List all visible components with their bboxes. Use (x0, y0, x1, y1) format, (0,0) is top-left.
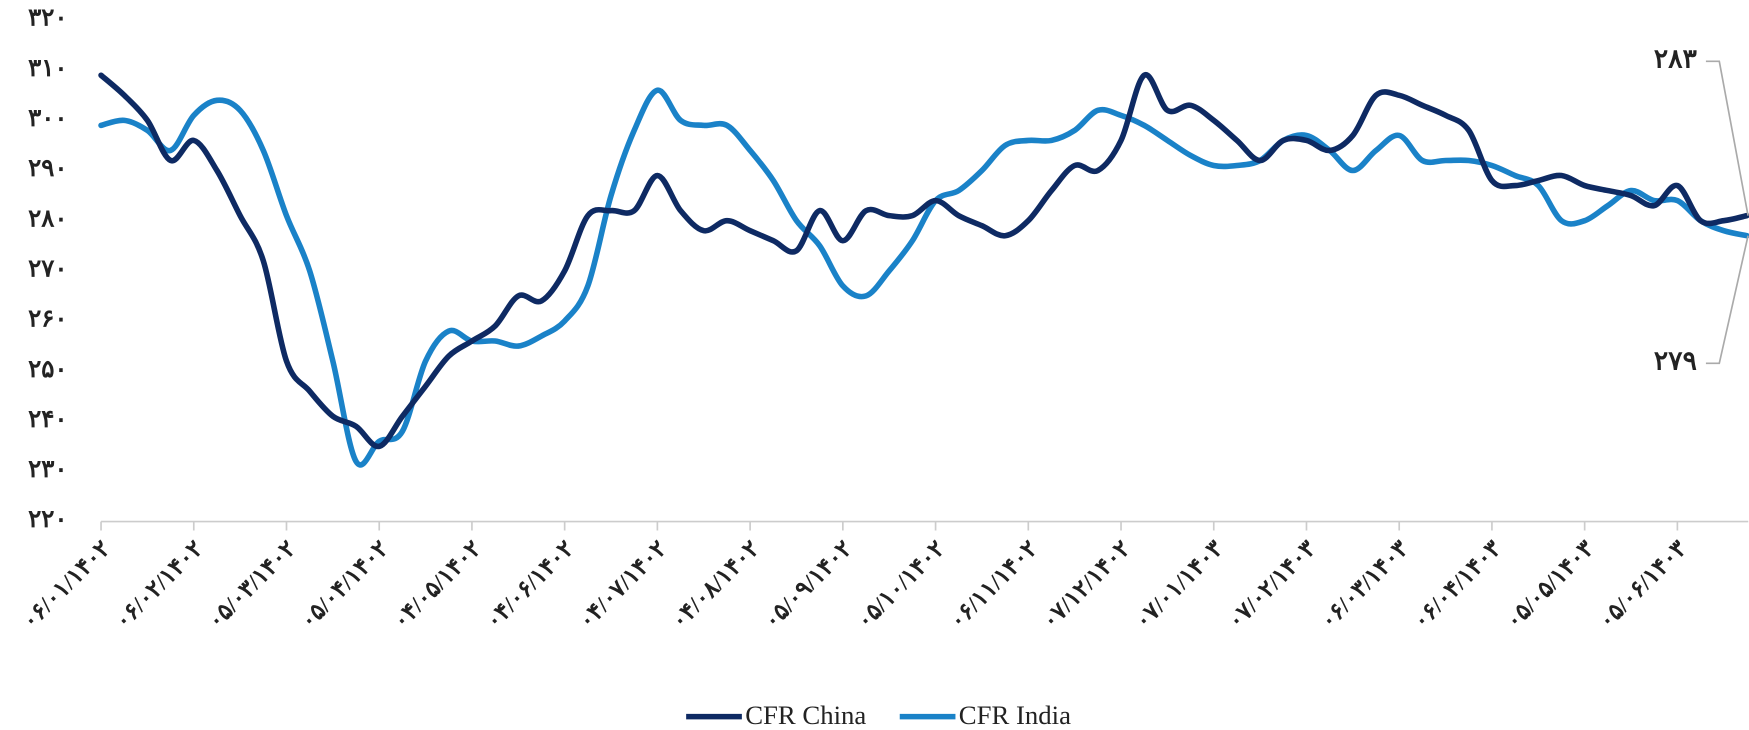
x-tick-label: ۰۴/۰۸/۱۴۰۲ (666, 536, 765, 635)
annotation: ۲۷۹ (1654, 345, 1697, 375)
y-tick-label: ۲۶۰ (28, 306, 67, 333)
x-tick-label: ۰۵/۰۴/۱۴۰۲ (295, 536, 394, 635)
line (98, 87, 1749, 468)
line (98, 72, 1749, 450)
y-tick-label: ۳۱۰ (28, 55, 67, 82)
leader-line (1705, 235, 1749, 365)
x-tick-label: ۰۵/۰۹/۱۴۰۲ (759, 536, 858, 635)
x-tick-label: ۰۶/۰۲/۱۴۰۲ (110, 536, 209, 635)
legend-label: CFR China (745, 700, 866, 730)
y-tick-label: ۲۲۰ (28, 506, 67, 533)
y-tick-label: ۲۹۰ (28, 155, 67, 182)
y-tick-label: ۲۸۰ (28, 205, 67, 232)
x-tick-label: ۰۵/۰۶/۱۴۰۳ (1593, 535, 1692, 634)
y-tick-label: ۳۲۰ (28, 5, 67, 32)
x-tick-label: ۰۶/۰۳/۱۴۰۳ (1315, 535, 1414, 634)
x-tick-label: ۰۵/۰۳/۱۴۰۲ (203, 536, 302, 635)
x-tick-label: ۰۵/۱۰/۱۴۰۲ (852, 536, 951, 635)
x-tick-label: ۰۵/۰۵/۱۴۰۳ (1501, 535, 1600, 634)
y-tick-label: ۲۷۰ (28, 255, 67, 282)
y-tick-label: ۳۰۰ (28, 105, 67, 132)
x-tick-label: ۰۷/۰۱/۱۴۰۳ (1130, 535, 1229, 634)
x-tick-label: ۰۶/۰۱/۱۴۰۲ (17, 536, 116, 635)
x-tick-label: ۰۷/۰۲/۱۴۰۳ (1223, 535, 1322, 634)
annotation: ۲۸۳ (1654, 43, 1698, 73)
leader-line (1705, 60, 1749, 216)
y-tick-label: ۲۳۰ (28, 456, 67, 483)
y-tick-label: ۲۵۰ (28, 356, 67, 383)
x-tick-label: ۰۷/۱۲/۱۴۰۲ (1037, 536, 1136, 635)
x-tick-label: ۰۴/۰۶/۱۴۰۲ (481, 536, 580, 635)
x-tick-label: ۰۴/۰۵/۱۴۰۲ (388, 536, 487, 635)
x-tick-label: ۰۶/۱۱/۱۴۰۲ (944, 536, 1043, 635)
x-tick-label: ۰۴/۰۷/۱۴۰۲ (573, 536, 672, 635)
legend-label: CFR India (959, 700, 1071, 730)
y-tick-label: ۲۴۰ (28, 406, 67, 433)
x-tick-label: ۰۶/۰۴/۱۴۰۳ (1408, 535, 1507, 634)
